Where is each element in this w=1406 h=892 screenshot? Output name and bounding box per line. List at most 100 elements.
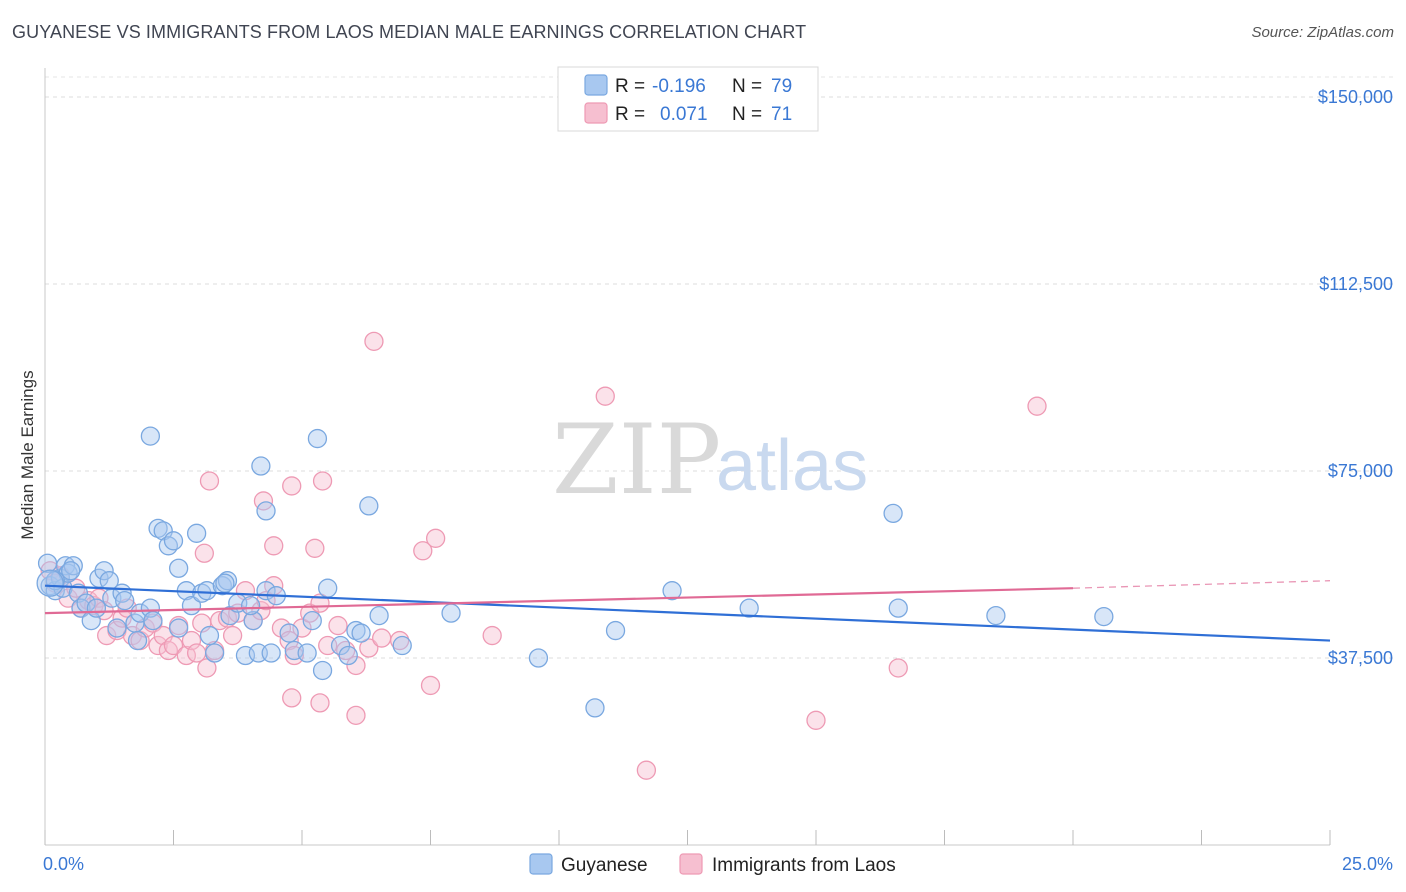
point-guyanese <box>115 591 135 611</box>
y-tick-labels: $37,500 $75,000 $112,500 $150,000 <box>1318 87 1393 668</box>
stats-r-value: -0.196 <box>652 76 706 97</box>
point-guyanese <box>251 456 271 476</box>
point-laos <box>279 630 299 651</box>
watermark: ZIP atlas <box>552 404 868 516</box>
point-guyanese <box>86 598 107 618</box>
point-laos <box>636 760 657 780</box>
point-guyanese <box>302 610 322 631</box>
series-legend: Guyanese Immigrants from Laos <box>529 853 896 876</box>
point-guyanese <box>279 623 299 643</box>
point-laos <box>346 705 366 725</box>
point-guyanese <box>307 428 328 449</box>
point-guyanese <box>153 521 173 541</box>
point-guyanese <box>585 698 605 718</box>
point-laos <box>390 630 410 651</box>
point-guyanese <box>186 523 207 543</box>
point-laos <box>359 638 379 658</box>
point-guyanese <box>140 598 161 618</box>
point-laos <box>595 386 615 406</box>
point-guyanese <box>351 623 371 643</box>
point-guyanese <box>338 645 358 666</box>
point-guyanese <box>199 625 220 646</box>
trend-lines <box>44 580 1331 642</box>
data-points <box>36 331 1114 780</box>
legend-swatch-laos <box>679 853 703 875</box>
legend-swatch-laos <box>584 102 608 124</box>
point-laos <box>163 635 184 656</box>
point-guyanese <box>441 603 461 623</box>
point-guyanese <box>261 643 281 663</box>
point-laos <box>482 625 502 646</box>
chart-source: Source: ZipAtlas.com <box>1251 24 1394 41</box>
point-guyanese <box>140 426 161 446</box>
point-guyanese <box>168 558 189 578</box>
point-guyanese <box>662 581 682 601</box>
point-laos <box>888 658 908 678</box>
point-guyanese <box>94 561 114 581</box>
point-laos <box>153 625 173 646</box>
grid-lines <box>45 76 1395 659</box>
trend-line-laos <box>44 587 1074 615</box>
point-laos <box>264 536 284 556</box>
point-guyanese <box>528 648 549 668</box>
point-laos <box>305 538 325 558</box>
point-laos <box>372 628 392 648</box>
stats-legend: R = -0.196 N = 79 R = 0.071 N = 71 <box>557 66 819 132</box>
point-laos <box>806 710 826 730</box>
watermark-zip: ZIP <box>552 404 721 516</box>
stats-legend-row-laos: R = 0.071 N = 71 <box>584 102 792 125</box>
point-guyanese <box>243 610 263 631</box>
point-laos <box>420 675 441 696</box>
point-guyanese <box>888 598 908 618</box>
point-guyanese <box>346 620 366 641</box>
point-guyanese <box>392 635 412 656</box>
watermark-atlas: atlas <box>716 426 868 506</box>
point-laos <box>425 528 446 548</box>
point-laos <box>1027 396 1047 416</box>
point-guyanese <box>215 573 235 593</box>
point-guyanese <box>68 583 89 603</box>
series-laos <box>40 331 1047 780</box>
stats-n-label: N = <box>732 76 762 97</box>
stats-r-value: 0.071 <box>660 104 708 125</box>
point-guyanese <box>312 660 333 681</box>
point-guyanese <box>61 561 81 581</box>
point-guyanese <box>318 578 338 598</box>
point-laos <box>413 541 433 561</box>
legend-label-laos: Immigrants from Laos <box>712 855 896 876</box>
point-guyanese <box>883 503 903 524</box>
point-guyanese <box>605 620 626 641</box>
point-guyanese <box>204 643 225 663</box>
x-tick-label: 0.0% <box>43 854 84 874</box>
stats-n-value: 79 <box>771 76 792 97</box>
legend-swatch-guyanese <box>584 74 608 96</box>
point-laos <box>97 625 117 646</box>
point-guyanese <box>739 598 759 618</box>
point-guyanese <box>127 630 148 651</box>
point-guyanese <box>107 618 127 638</box>
stats-n-label: N = <box>732 104 762 125</box>
point-laos <box>312 471 333 491</box>
chart-title: GUYANESE VS IMMIGRANTS FROM LAOS MEDIAN … <box>12 22 807 42</box>
y-tick-label: $112,500 <box>1319 274 1393 294</box>
point-guyanese <box>240 595 261 616</box>
y-axis-label: Median Male Earnings <box>18 370 37 539</box>
point-guyanese <box>37 553 58 573</box>
point-laos <box>282 688 302 708</box>
axes <box>44 68 1331 846</box>
point-guyanese-large <box>36 569 64 597</box>
point-laos <box>199 471 220 491</box>
point-guyanese <box>297 643 317 663</box>
point-laos <box>197 658 217 678</box>
x-tick-label: 25.0% <box>1342 854 1393 874</box>
point-laos <box>222 625 243 646</box>
y-tick-label: $75,000 <box>1328 461 1393 481</box>
point-laos <box>282 476 302 496</box>
point-guyanese <box>1094 606 1114 627</box>
point-laos <box>346 655 366 676</box>
point-guyanese <box>369 605 389 626</box>
point-laos <box>194 543 214 563</box>
stats-r-label: R = <box>615 76 645 97</box>
point-guyanese <box>217 571 238 591</box>
trend-line-laos-extension <box>1072 580 1331 589</box>
